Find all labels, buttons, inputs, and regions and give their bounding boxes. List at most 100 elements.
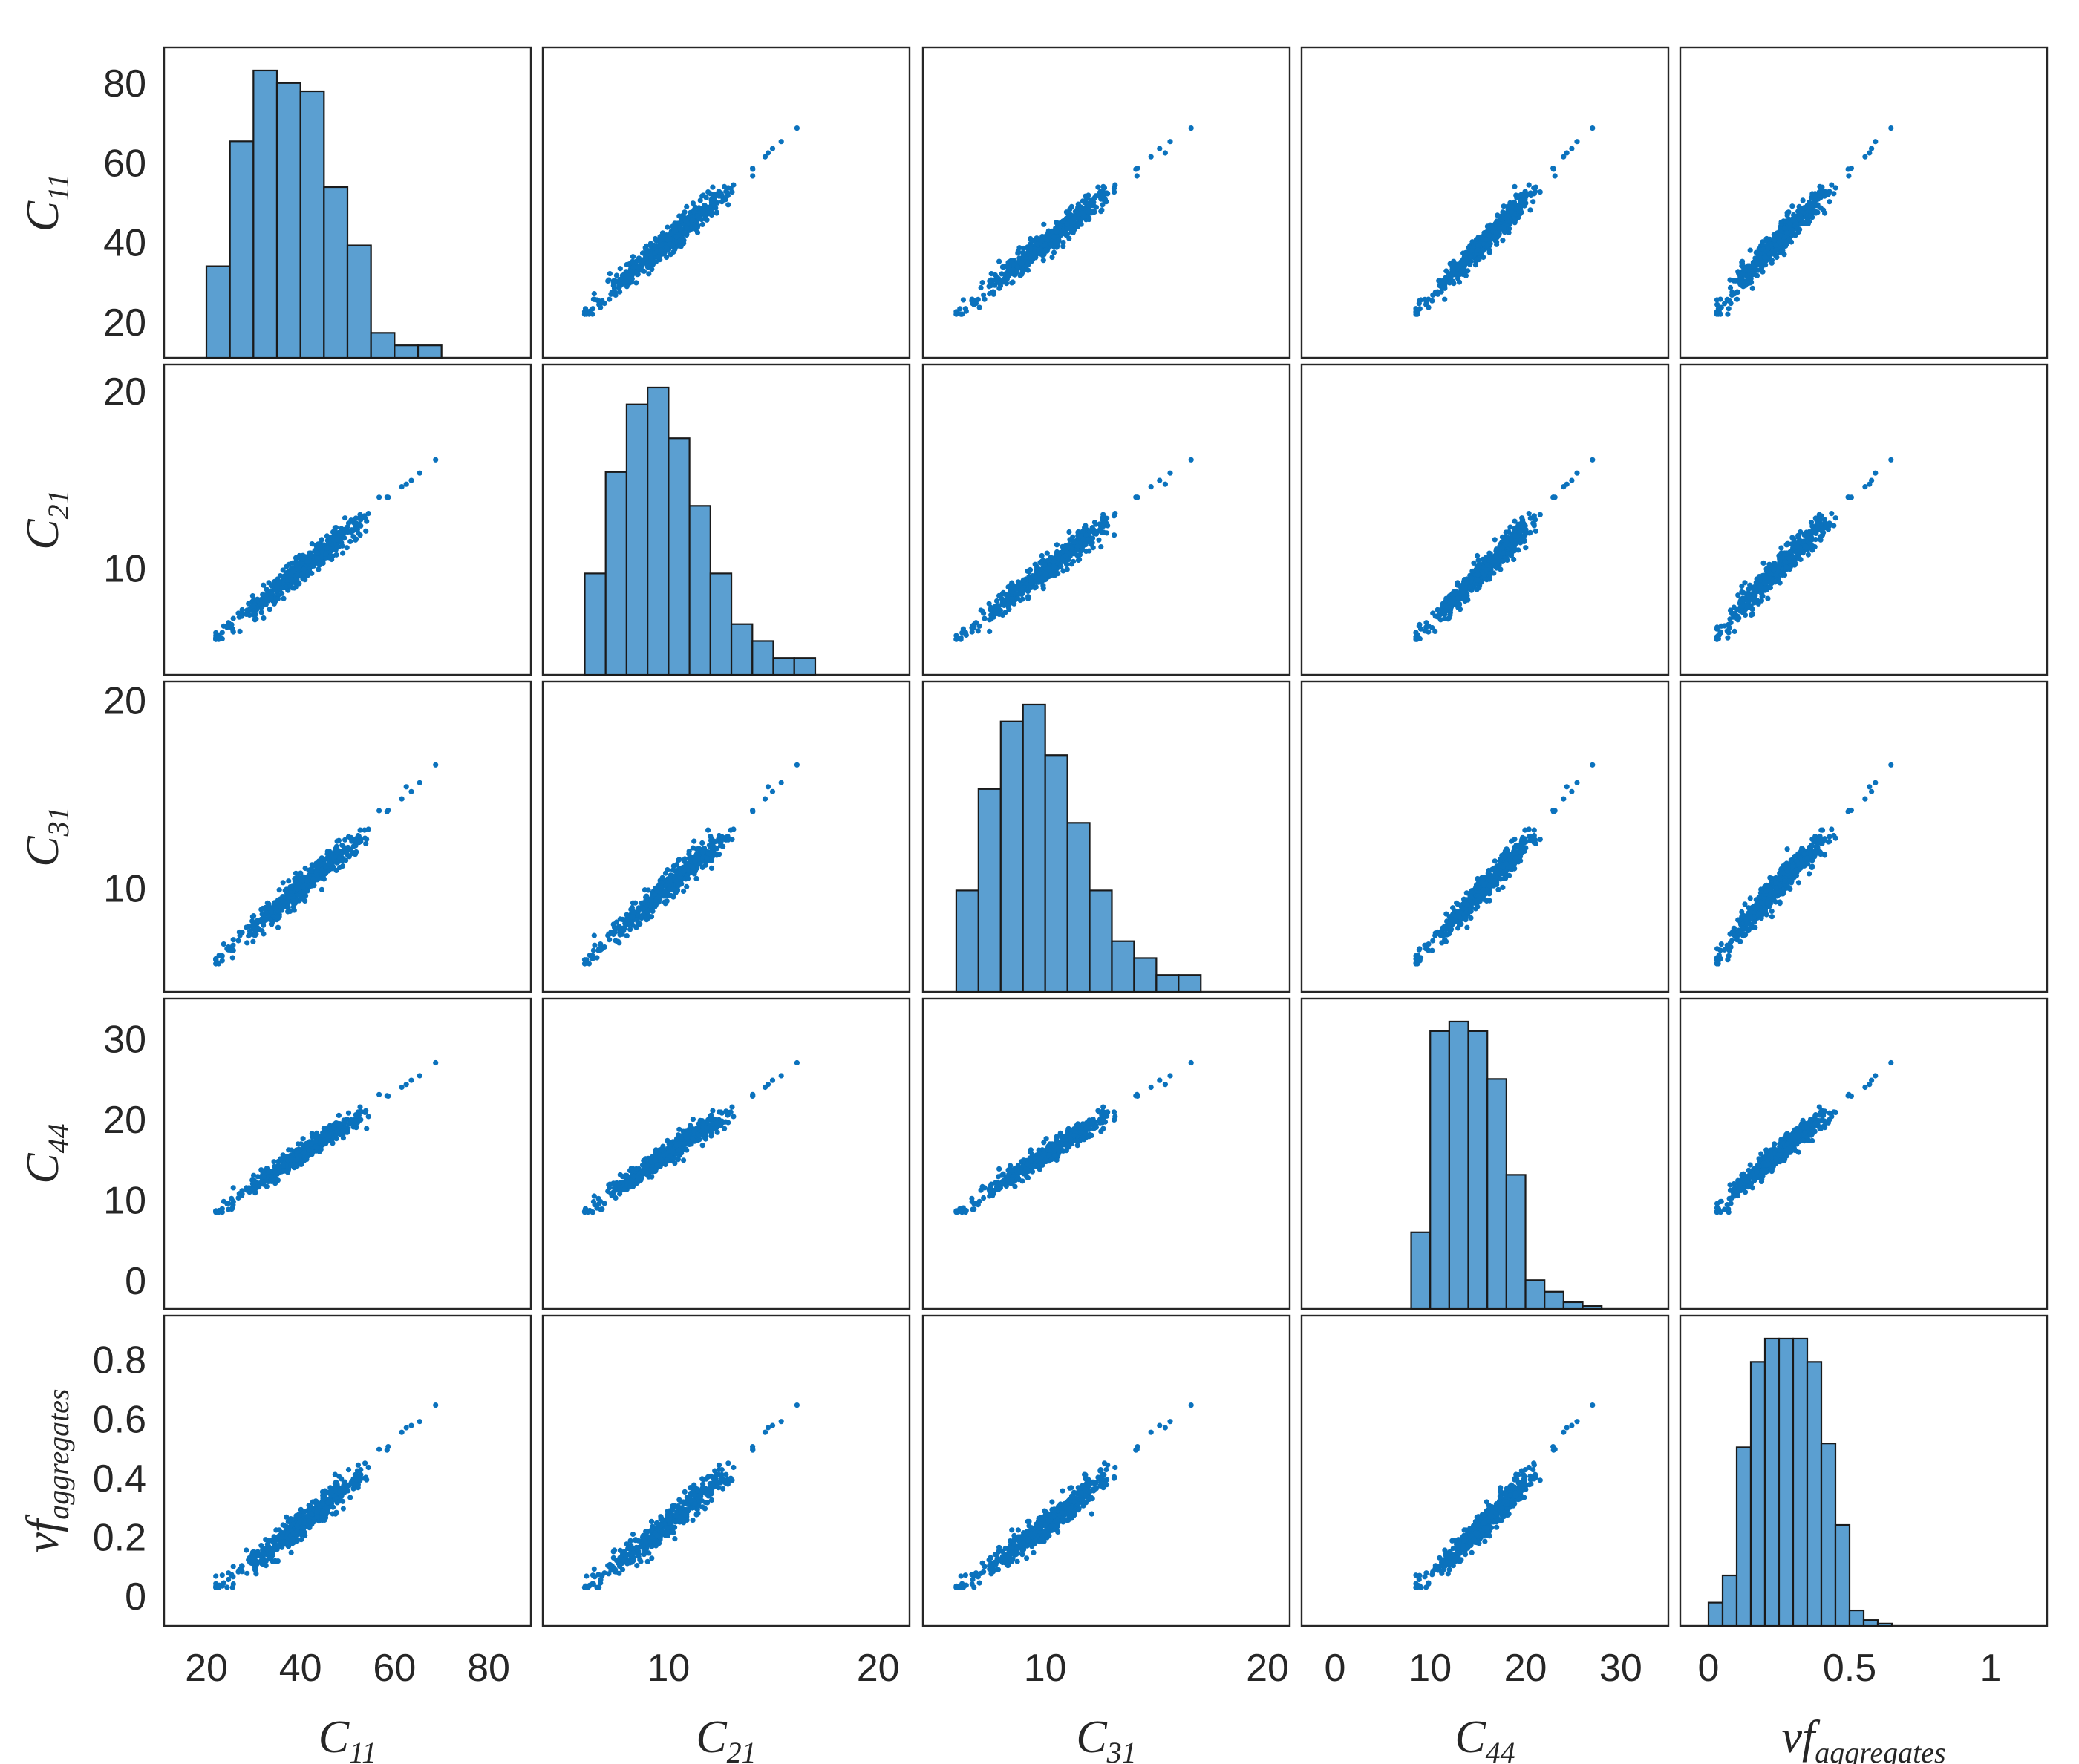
scatter-point [1590,457,1596,463]
scatter-point [314,555,320,561]
scatter-point [326,539,332,545]
scatter-point [1749,612,1755,618]
scatter-point [399,796,405,802]
scatter-point [1759,591,1765,597]
scatter-point [1747,582,1753,588]
scatter-point [1019,261,1025,267]
scatter-point [1499,534,1506,540]
scatter-point [252,610,258,617]
scatter-point [1812,537,1818,543]
histogram-bar [205,265,231,359]
scatter-point [1590,125,1596,131]
scatter-point [692,223,698,229]
scatter-point [258,610,264,615]
histogram-bar [772,657,795,676]
histogram-bar [275,82,301,359]
scatter-point [702,203,708,209]
scatter-point [1162,481,1168,487]
scatter-point [1083,541,1089,547]
scatter-point [1432,628,1438,635]
scatter-point [1771,237,1777,243]
scatter-point [1790,545,1796,552]
scatter-point [1476,585,1482,591]
scatter-point [1783,542,1789,548]
scatter-point [1422,296,1428,302]
scatter-point [408,477,414,483]
scatter-point [1051,249,1057,255]
scatter-point [237,932,243,938]
scatter-point [1773,247,1779,253]
scatter-point [765,150,771,156]
scatter-point [762,154,768,160]
scatter-point [1472,262,1478,268]
scatter-point [1024,267,1030,272]
scatter-point [1455,595,1461,601]
scatter-point [684,225,690,231]
scatter-point [230,615,236,621]
scatter-point [1737,601,1743,607]
scatter-point [647,241,654,246]
scatter-point [1527,207,1533,213]
scatter-point [1413,309,1419,315]
scatter-point [1818,190,1824,196]
scatter-point [621,279,627,286]
scatter-point [250,925,256,931]
scatter-point [1765,566,1771,573]
scatter-point [247,931,252,938]
scatter-point [681,888,687,894]
panel-C11-vs-C11 [163,46,532,359]
scatter-point [673,234,679,240]
scatter-point [346,529,352,535]
scatter-point [686,849,692,855]
scatter-point [979,280,985,286]
scatter-point [275,596,281,602]
scatter-point [1512,518,1518,524]
scatter-point [994,610,1000,617]
panel-frame [1300,363,1670,676]
scatter-point [1002,610,1008,615]
scatter-point [1487,572,1493,578]
scatter-point [1188,125,1194,131]
scatter-point [1112,511,1118,517]
scatter-point [696,215,702,221]
scatter-point [731,826,737,832]
scatter-point [987,291,993,297]
scatter-point [725,192,731,199]
scatter-point [996,603,1002,609]
scatter-point [612,278,619,284]
scatter-point [224,946,230,952]
scatter-point [684,203,690,209]
scatter-point [1796,215,1802,221]
scatter-point [1759,264,1765,270]
scatter-point [986,601,992,607]
scatter-point [1060,543,1065,549]
scatter-point [953,309,959,315]
scatter-point [316,566,322,572]
scatter-point [417,470,422,476]
scatter-point [1074,543,1080,549]
scatter-point [1804,533,1810,539]
scatter-point [1021,250,1027,256]
scatter-point [1550,494,1556,500]
scatter-point [1086,192,1091,198]
scatter-point [1806,206,1812,212]
scatter-point [403,784,409,790]
scatter-point [1749,285,1755,291]
scatter-point [290,566,296,573]
scatter-point [1032,574,1038,580]
scatter-point [246,601,252,607]
scatter-point [1005,601,1011,607]
scatter-point [987,628,993,635]
scatter-point [672,220,678,226]
scatter-point [1416,301,1422,307]
scatter-point [659,880,665,886]
scatter-point [613,292,619,298]
scatter-point [1457,607,1463,612]
scatter-point [1818,513,1824,519]
scatter-point [1157,477,1163,483]
scatter-point [615,938,621,944]
scatter-point [1742,283,1749,289]
scatter-point [1037,566,1042,572]
scatter-point [1492,558,1498,565]
scatter-point [699,840,705,846]
